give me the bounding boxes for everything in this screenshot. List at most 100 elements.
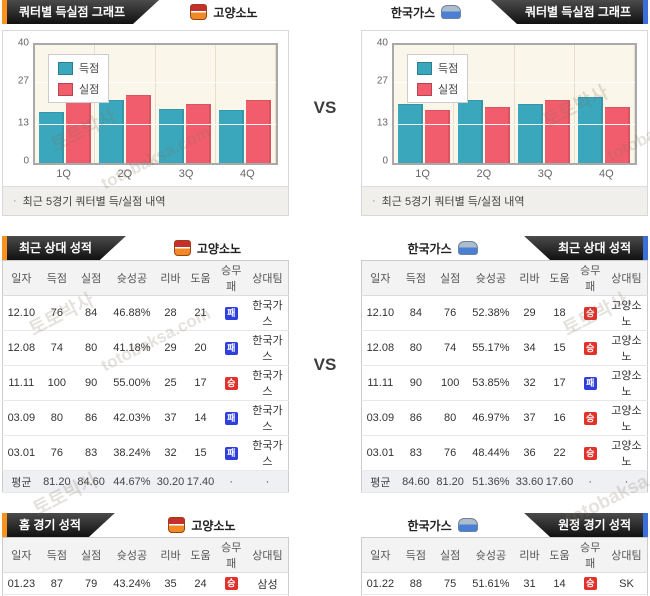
- table-cell: 29: [514, 295, 545, 331]
- table-cell: 100: [432, 365, 468, 401]
- bar-group: [515, 45, 575, 163]
- bar-group: [216, 45, 276, 163]
- table-cell: 모비스: [605, 594, 648, 596]
- legend-swatch-icon: [417, 61, 432, 75]
- table-cell: 35: [155, 572, 186, 595]
- table-cell: 79: [73, 572, 109, 595]
- average-row: 평균 84.60 81.20 51.36% 33.60 17.60 · ·: [361, 470, 648, 493]
- legend-label: 득점: [79, 63, 100, 75]
- quarter-chart-section: 쿼터별 득실점 그래프 고양소노 0 13 27 40 득점 실점 1Q 2Q 3Q 4Q · 최…: [2, 0, 648, 216]
- table-cell: 37: [514, 400, 545, 436]
- table-cell: 01.20: [2, 594, 40, 596]
- result-cell: 패: [215, 594, 247, 596]
- table-row: 12.10 84 76 52.38% 29 18 승 고양소노: [361, 295, 648, 331]
- table-cell: 37: [155, 400, 186, 436]
- footnote-text: 최근 5경기 쿼터별 득/실점 내역: [22, 196, 166, 208]
- table-cell: 13: [544, 594, 575, 596]
- vs-column: VS: [289, 236, 361, 493]
- quarter-bar-chart: 0 13 27 40 득점 실점 1Q 2Q 3Q 4Q: [7, 38, 278, 184]
- table-cell: 27: [155, 594, 186, 596]
- table-cell: ·: [246, 470, 289, 493]
- table-cell: 88: [398, 572, 433, 595]
- gridline: [394, 123, 635, 125]
- table-row: 12.08 80 74 55.17% 34 15 승 고양소노: [361, 330, 648, 366]
- plot-area: 득점 실점: [392, 43, 637, 165]
- table-cell: ·: [605, 470, 648, 493]
- allowed-bar-3Q: [545, 99, 571, 163]
- table-cell: 48.44%: [467, 435, 515, 471]
- allowed-bar-2Q: [125, 95, 151, 163]
- chart-card: 0 13 27 40 득점 실점 1Q 2Q 3Q 4Q · 최근 5경기 쿼터별 득/실점 내역: [361, 30, 648, 216]
- section-title-tab: 쿼터별 득실점 그래프: [7, 0, 159, 24]
- table-row: 11.11 100 90 55.00% 25 17 승 한국가스: [2, 365, 289, 401]
- scored-bar-3Q: [518, 103, 544, 163]
- result-cell: 승: [574, 330, 606, 366]
- win-badge: 승: [583, 306, 597, 320]
- table-cell: 83: [73, 435, 109, 471]
- column-header: 일자: [2, 537, 40, 573]
- y-tick-label: 40: [376, 37, 388, 49]
- table-header-row: 일자 득점 실점 슛성공 리바 도움 승무패 상대팀: [361, 260, 648, 296]
- section-header: 최근 상대 성적 고양소노: [2, 236, 289, 260]
- plot-area: 득점 실점: [33, 43, 278, 165]
- allowed-bar-4Q: [605, 106, 631, 163]
- scored-bar-4Q: [219, 109, 245, 163]
- bar-group: [394, 45, 455, 163]
- table-cell: 17.40: [185, 470, 216, 493]
- table-cell: 31: [514, 572, 545, 595]
- table-cell: 74: [432, 330, 468, 366]
- column-header: 승무패: [215, 537, 247, 573]
- team-name: 고양소노: [196, 241, 242, 256]
- y-tick-label: 13: [17, 117, 29, 129]
- table-cell: 87: [39, 572, 74, 595]
- table-cell: 34: [514, 330, 545, 366]
- column-header: 도움: [544, 537, 575, 573]
- table-cell: 76: [39, 435, 74, 471]
- team-header: 고양소노: [159, 0, 289, 24]
- table-cell: 12.10: [2, 295, 40, 331]
- y-tick-label: 0: [382, 155, 388, 167]
- table-cell: 38.24%: [108, 435, 156, 471]
- table-cell: 88: [398, 594, 433, 596]
- table-cell: 16: [544, 400, 575, 436]
- table-row: 01.20889146.58%2913패모비스: [361, 594, 648, 596]
- table-cell: 고양소노: [605, 400, 648, 436]
- table-cell: 90: [398, 365, 433, 401]
- column-header: 실점: [73, 260, 109, 296]
- chart-card: 0 13 27 40 득점 실점 1Q 2Q 3Q 4Q · 최근 5경기 쿼터별 득/실점 내역: [2, 30, 289, 216]
- bullet: ·: [13, 195, 17, 207]
- gridline: [35, 82, 276, 84]
- table-cell: 22: [544, 435, 575, 471]
- table-cell: 01.22: [361, 572, 399, 595]
- win-badge: 승: [583, 341, 597, 355]
- table-row: 11.11 90 100 53.85% 32 17 패 고양소노: [361, 365, 648, 401]
- table-cell: 17: [185, 365, 216, 401]
- bar-group: [156, 45, 216, 163]
- vs-column: VS: [289, 0, 361, 216]
- team-name: 한국가스: [407, 518, 452, 533]
- table-cell: 81.20: [39, 470, 74, 493]
- result-cell: 승: [574, 400, 606, 436]
- vs-label: VS: [313, 354, 337, 374]
- loss-badge: 패: [224, 306, 238, 320]
- x-axis: 1Q 2Q 3Q 4Q: [392, 168, 637, 184]
- table-cell: 24: [185, 594, 216, 596]
- table-cell: 84.60: [398, 470, 433, 493]
- table-cell: 46.88%: [108, 295, 156, 331]
- scored-bar-4Q: [578, 97, 604, 163]
- y-tick-label: 40: [17, 37, 29, 49]
- table-cell: 15: [185, 435, 216, 471]
- table-cell: 15: [544, 330, 575, 366]
- loss-badge: 패: [224, 411, 238, 425]
- section-header: 한국가스 쿼터별 득실점 그래프: [361, 0, 648, 24]
- legend: 득점 실점: [48, 54, 110, 103]
- legend-item: 득점: [58, 60, 99, 76]
- loss-badge: 패: [224, 341, 238, 355]
- table-cell: 84: [73, 295, 109, 331]
- gridline: [394, 82, 635, 84]
- table-cell: 90: [73, 365, 109, 401]
- korea-gas-logo-icon: [457, 241, 478, 255]
- team-name: 고양소노: [191, 518, 236, 533]
- column-header: 득점: [39, 260, 74, 296]
